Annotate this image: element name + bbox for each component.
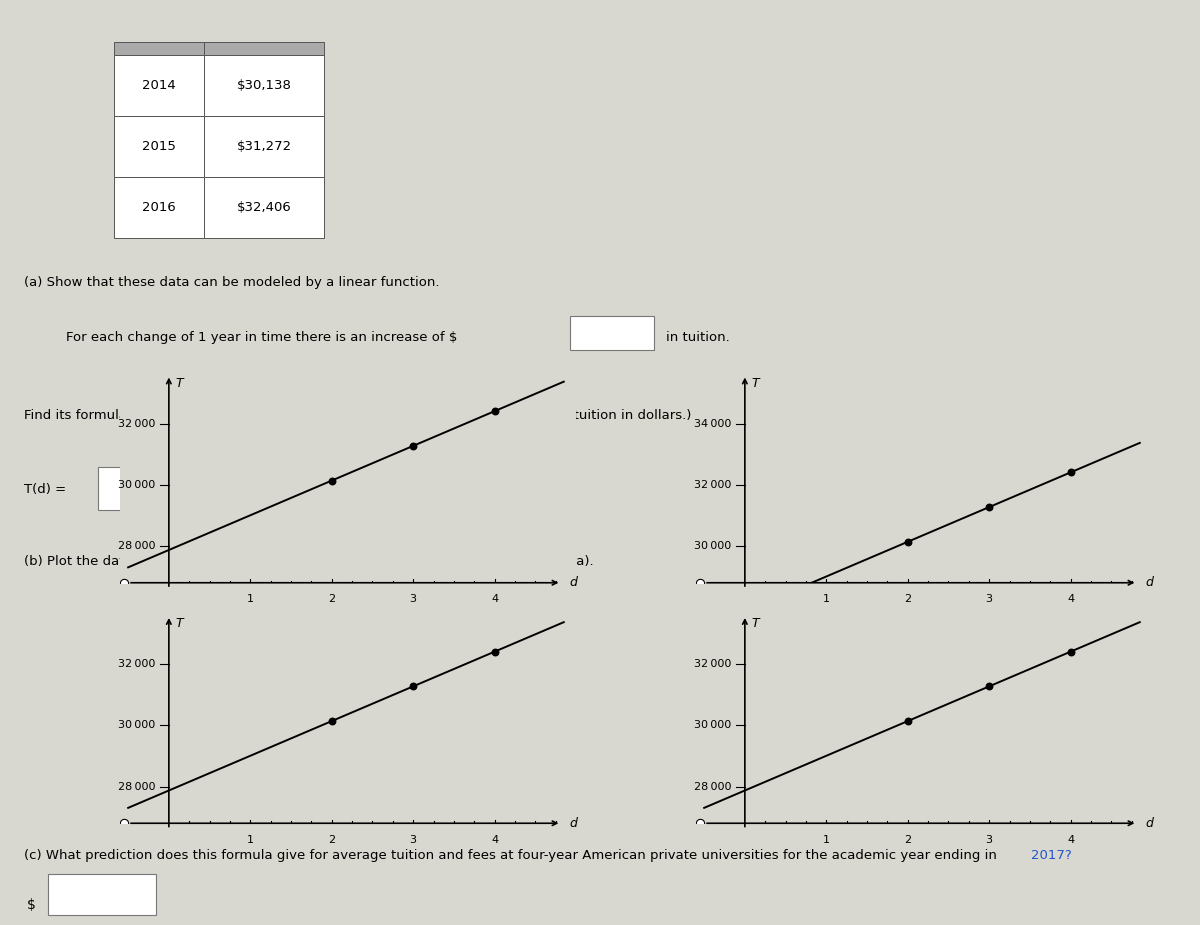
Text: d: d [570,576,577,589]
Text: (b) Plot the data points and add the graph of the linear formula you found in pa: (b) Plot the data points and add the gra… [24,555,594,568]
Bar [98,467,254,510]
Text: 30 000: 30 000 [695,721,732,731]
Text: 4: 4 [1067,594,1074,604]
Point [403,438,422,453]
Text: 28 000: 28 000 [694,782,732,792]
Text: 1: 1 [247,834,253,845]
Text: 28 000: 28 000 [118,541,156,551]
Text: d: d [570,817,577,830]
Text: 2014: 2014 [142,79,176,92]
Bar [204,116,324,178]
Point [403,679,422,694]
Text: d: d [138,409,146,422]
Text: 2015: 2015 [142,141,176,154]
Point [322,474,341,488]
Text: 34 000: 34 000 [695,419,732,428]
Bar [114,116,204,178]
Text: d: d [1146,576,1153,589]
Text: T: T [175,376,182,389]
Point [979,500,998,514]
Text: 1: 1 [823,594,829,604]
Text: 3: 3 [985,834,992,845]
Bar [114,55,204,117]
Point [898,714,917,729]
Point [979,679,998,694]
Point [1061,645,1080,660]
Text: 2016: 2016 [142,202,176,215]
Text: 28 000: 28 000 [118,782,156,792]
Text: $30,138: $30,138 [236,79,292,92]
Text: 30 000: 30 000 [695,541,732,551]
Text: T: T [751,617,758,630]
Point [485,404,504,419]
Text: 3: 3 [409,594,416,604]
Text: (c) What prediction does this formula give for average tuition and fees at four-: (c) What prediction does this formula gi… [24,849,1001,862]
Text: 1: 1 [823,834,829,845]
Text: in tuition.: in tuition. [666,331,730,344]
Text: 4: 4 [1067,834,1074,845]
Point [1061,465,1080,480]
Text: 32 000: 32 000 [119,419,156,428]
Text: $31,272: $31,272 [236,141,292,154]
Text: T(d) =: T(d) = [24,483,66,496]
Text: 2: 2 [328,834,335,845]
Text: 30 000: 30 000 [119,721,156,731]
Point [485,645,504,660]
Text: (a) Show that these data can be modeled by a linear function.: (a) Show that these data can be modeled … [24,276,439,289]
Text: T: T [175,617,182,630]
Point [898,535,917,549]
Text: $: $ [26,898,35,912]
Bar [204,55,324,117]
Text: 2: 2 [328,594,335,604]
Text: 4: 4 [491,594,498,604]
Bar [48,874,156,916]
Text: 2017?: 2017? [1031,849,1072,862]
Text: 2: 2 [904,594,911,604]
Bar [114,42,204,55]
Bar [570,315,654,350]
Text: 30 000: 30 000 [119,480,156,490]
Text: Find its formula. (Let      be the date in terms of number of years since 2012 a: Find its formula. (Let be the date in te… [24,409,691,422]
Text: $32,406: $32,406 [236,202,292,215]
Text: For each change of 1 year in time there is an increase of $: For each change of 1 year in time there … [66,331,457,344]
Text: 32 000: 32 000 [695,480,732,490]
Text: T: T [751,376,758,389]
Text: 32 000: 32 000 [695,660,732,669]
Text: 4: 4 [491,834,498,845]
Bar [114,178,204,239]
Text: 2: 2 [904,834,911,845]
Text: T: T [822,409,830,422]
Text: 3: 3 [409,834,416,845]
Bar [204,178,324,239]
Text: 1: 1 [247,594,253,604]
Text: 32 000: 32 000 [119,660,156,669]
Point [322,714,341,729]
Bar [204,42,324,55]
Text: 3: 3 [985,594,992,604]
Text: d: d [1146,817,1153,830]
